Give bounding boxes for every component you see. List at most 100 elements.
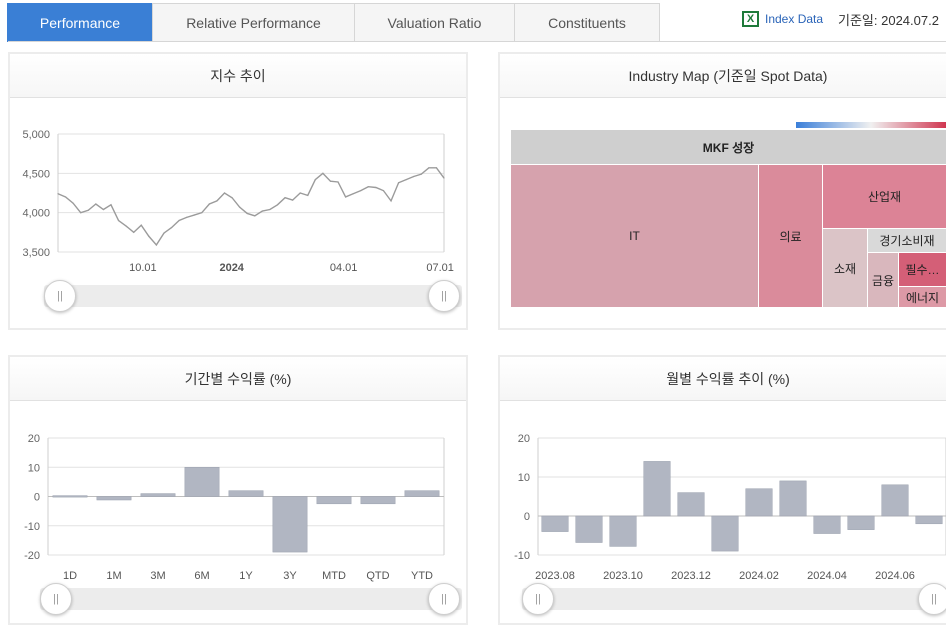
data-point bbox=[239, 206, 241, 208]
x-tick-label: YTD bbox=[411, 570, 433, 582]
x-tick-label: 6M bbox=[194, 570, 209, 582]
data-point bbox=[80, 212, 82, 214]
data-point bbox=[269, 208, 271, 211]
y-tick-label: 20 bbox=[28, 433, 40, 445]
data-point bbox=[102, 208, 105, 211]
data-point bbox=[163, 232, 165, 234]
data-point bbox=[435, 167, 438, 169]
excel-icon: X bbox=[742, 11, 759, 27]
industry-map-panel: Industry Map (기준일 Spot Data) MKF 성장 IT 의… bbox=[498, 52, 946, 330]
tab-valuation-ratio[interactable]: Valuation Ratio bbox=[354, 3, 515, 42]
data-point bbox=[170, 227, 173, 229]
data-point bbox=[186, 216, 188, 218]
slider-left-handle[interactable]: || bbox=[44, 280, 76, 312]
treemap-cell-healthcare[interactable]: 의료 bbox=[759, 165, 823, 308]
slider-right-handle[interactable]: || bbox=[428, 583, 460, 615]
base-date: 기준일: 2024.07.2 bbox=[838, 13, 939, 28]
period-returns-bar-chart: 20 10 0 -10 -20 1D 1M 3M 6M 1Y 3Y MTD QTD YTD bbox=[24, 433, 445, 582]
treemap-cell-consumer-discretionary[interactable]: 경기소비재 bbox=[868, 229, 946, 253]
bar-1Y bbox=[228, 490, 264, 497]
data-point bbox=[337, 181, 339, 183]
monthly-range-slider[interactable]: || || bbox=[522, 583, 946, 615]
data-point bbox=[428, 167, 430, 169]
data-point bbox=[125, 225, 127, 227]
bar-6M bbox=[184, 467, 220, 497]
treemap-cell-materials[interactable]: 소재 bbox=[823, 229, 868, 308]
bar-2024.02 bbox=[745, 488, 773, 517]
bar-MTD bbox=[316, 496, 352, 505]
data-point bbox=[64, 196, 67, 198]
slider-track bbox=[40, 588, 462, 610]
data-point bbox=[208, 203, 210, 205]
data-point bbox=[193, 214, 195, 216]
data-point bbox=[322, 172, 324, 174]
treemap-cell-industrials[interactable]: 산업재 bbox=[823, 165, 946, 229]
monthly-returns-bar-chart: 20 10 0 -10 2023.08 2023.10 2023.12 2024.02 2024… bbox=[514, 433, 946, 582]
data-point bbox=[382, 190, 385, 192]
treemap-cell-financials[interactable]: 금융 bbox=[868, 253, 899, 308]
slider-track bbox=[44, 285, 462, 307]
monthly-returns-panel: 월별 수익률 추이 (%) 20 10 0 -10 2023.08 2023.10 2023… bbox=[498, 355, 946, 625]
data-point bbox=[133, 231, 135, 233]
data-point bbox=[360, 190, 362, 192]
x-tick-label: 2023.08 bbox=[535, 570, 575, 582]
x-tick-label: 2024 bbox=[219, 262, 244, 274]
data-point bbox=[367, 186, 369, 188]
y-tick-label: 4,500 bbox=[22, 168, 50, 180]
data-point bbox=[299, 192, 301, 194]
color-scale-bar bbox=[796, 122, 946, 128]
bar-2024.01 bbox=[711, 515, 739, 552]
data-point bbox=[246, 212, 248, 215]
bar-2023.10 bbox=[609, 515, 637, 547]
data-point bbox=[57, 193, 59, 195]
x-tick-label: 07.01 bbox=[426, 262, 454, 274]
slider-left-handle[interactable]: || bbox=[40, 583, 72, 615]
period-returns-panel: 기간별 수익률 (%) 20 10 0 -10 -20 1D 1M 3M 6M 1Y 3Y MTD QT… bbox=[8, 355, 468, 625]
data-point bbox=[292, 199, 294, 201]
data-point bbox=[390, 200, 392, 202]
slider-left-handle[interactable]: || bbox=[522, 583, 554, 615]
slider-right-handle[interactable]: || bbox=[918, 583, 946, 615]
treemap-cell-it[interactable]: IT bbox=[511, 165, 759, 308]
y-tick-label: 10 bbox=[518, 472, 530, 484]
period-range-slider[interactable]: || || bbox=[40, 583, 462, 615]
data-point bbox=[307, 194, 309, 196]
tab-relative-performance[interactable]: Relative Performance bbox=[152, 3, 355, 42]
data-point bbox=[140, 224, 142, 226]
slider-right-handle[interactable]: || bbox=[428, 280, 460, 312]
data-point bbox=[223, 192, 226, 194]
panel-title: Industry Map (기준일 Spot Data) bbox=[500, 54, 946, 98]
y-tick-label: 5,000 bbox=[22, 129, 50, 141]
data-point bbox=[284, 197, 286, 199]
tab-constituents[interactable]: Constituents bbox=[514, 3, 660, 42]
data-point bbox=[345, 196, 347, 198]
y-tick-label: 0 bbox=[524, 511, 530, 523]
index-data-download-link[interactable]: X Index Data bbox=[742, 11, 823, 27]
x-tick-label: QTD bbox=[366, 570, 389, 582]
tab-performance[interactable]: Performance bbox=[7, 3, 153, 42]
panel-title: 월별 수익률 추이 (%) bbox=[500, 357, 946, 401]
y-tick-label: 3,500 bbox=[22, 247, 50, 259]
bar-2024.04 bbox=[813, 515, 841, 534]
bar-2024.03 bbox=[779, 480, 807, 517]
index-range-slider[interactable]: || || bbox=[44, 280, 462, 312]
bar-2024.06 bbox=[881, 484, 909, 517]
index-data-label: Index Data bbox=[765, 12, 824, 26]
data-point bbox=[178, 219, 180, 222]
bar-2023.09 bbox=[575, 515, 603, 543]
treemap-cell-energy[interactable]: 에너지 bbox=[899, 287, 946, 308]
y-tick-label: -10 bbox=[24, 521, 40, 533]
data-point bbox=[95, 203, 97, 205]
x-tick-label: 2024.04 bbox=[807, 570, 847, 582]
data-point bbox=[413, 175, 415, 178]
treemap-cell-consumer-staples[interactable]: 필수… bbox=[899, 253, 946, 287]
data-point bbox=[201, 212, 203, 214]
data-point bbox=[352, 193, 354, 195]
x-tick-label: 04.01 bbox=[330, 262, 358, 274]
index-trend-panel: 지수 추이 3,500 4,000 4,500 5,000 10.01 2024 04.01… bbox=[8, 52, 468, 330]
bar-2023.12 bbox=[677, 492, 705, 517]
x-tick-label: 2024.02 bbox=[739, 570, 779, 582]
y-tick-label: -10 bbox=[514, 550, 530, 562]
bar-2024.05 bbox=[847, 515, 875, 530]
panel-title: 기간별 수익률 (%) bbox=[10, 357, 466, 401]
